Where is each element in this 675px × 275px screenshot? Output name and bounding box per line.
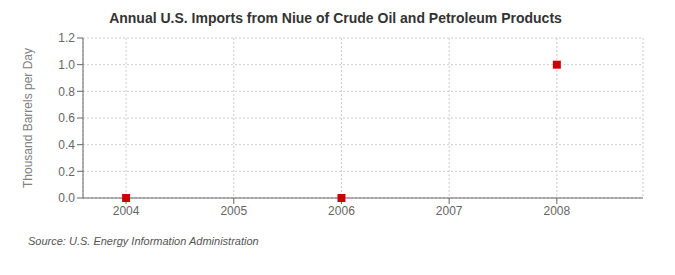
svg-text:0.0: 0.0 [58, 191, 75, 205]
svg-text:2008: 2008 [543, 204, 570, 218]
svg-text:2004: 2004 [113, 204, 140, 218]
svg-text:2005: 2005 [220, 204, 247, 218]
svg-text:0.4: 0.4 [58, 138, 75, 152]
html-text:Annual U.S. Imports from Niue: Annual U.S. Imports from Niue of Crude O… [109, 10, 562, 26]
html-text:Source: U.S. Energy Informatio: Source: U.S. Energy Information Administ… [28, 235, 259, 247]
svg-text:2007: 2007 [436, 204, 463, 218]
svg-text:1.0: 1.0 [58, 58, 75, 72]
svg-text:Thousand Barrels per Day: Thousand Barrels per Day [21, 48, 35, 188]
svg-text:0.2: 0.2 [58, 165, 75, 179]
svg-text:1.2: 1.2 [58, 31, 75, 45]
svg-text:0.6: 0.6 [58, 111, 75, 125]
svg-text:0.8: 0.8 [58, 85, 75, 99]
svg-text:2006: 2006 [328, 204, 355, 218]
